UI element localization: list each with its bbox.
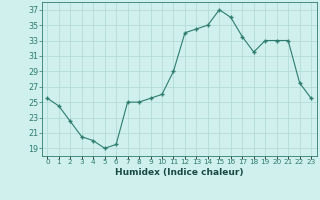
X-axis label: Humidex (Indice chaleur): Humidex (Indice chaleur) [115, 168, 244, 177]
